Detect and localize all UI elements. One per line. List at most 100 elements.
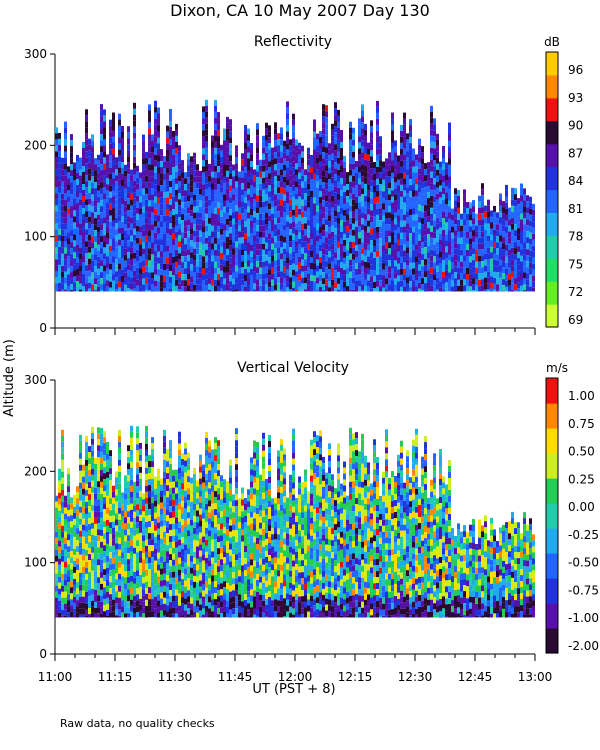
data-cell bbox=[142, 565, 145, 572]
data-cell bbox=[250, 221, 253, 227]
data-cell bbox=[127, 517, 130, 524]
data-cell bbox=[163, 513, 166, 520]
data-cell bbox=[313, 281, 316, 288]
data-cell bbox=[61, 217, 64, 224]
data-cell bbox=[289, 169, 292, 176]
data-cell bbox=[175, 261, 178, 268]
data-cell bbox=[67, 564, 70, 571]
data-cell bbox=[85, 477, 88, 484]
data-cell bbox=[79, 464, 82, 471]
data-cell bbox=[196, 278, 199, 285]
data-cell bbox=[154, 506, 157, 513]
data-cell bbox=[226, 146, 229, 153]
data-cell bbox=[97, 250, 100, 257]
data-cell bbox=[436, 265, 439, 272]
data-cell bbox=[97, 481, 100, 488]
data-cell bbox=[136, 570, 139, 577]
data-cell bbox=[259, 207, 262, 214]
data-cell bbox=[199, 212, 202, 219]
data-cell bbox=[163, 270, 166, 276]
data-cell bbox=[301, 289, 304, 292]
data-cell bbox=[337, 199, 340, 206]
data-cell bbox=[112, 551, 115, 558]
data-cell bbox=[229, 137, 232, 144]
data-cell bbox=[271, 201, 274, 208]
data-cell bbox=[442, 266, 445, 272]
data-cell bbox=[190, 216, 193, 223]
data-cell bbox=[139, 244, 142, 251]
data-cell bbox=[154, 184, 157, 191]
data-cell bbox=[256, 249, 259, 256]
data-cell bbox=[382, 203, 385, 210]
data-cell bbox=[490, 234, 493, 241]
data-cell bbox=[454, 194, 457, 201]
data-cell bbox=[85, 603, 88, 610]
data-cell bbox=[88, 464, 91, 471]
data-cell bbox=[76, 251, 79, 257]
data-cell bbox=[325, 183, 328, 190]
data-cell bbox=[391, 214, 394, 221]
data-cell bbox=[172, 161, 175, 167]
data-cell bbox=[244, 197, 247, 203]
data-cell bbox=[151, 164, 154, 171]
data-cell bbox=[70, 230, 73, 237]
data-cell bbox=[304, 265, 307, 272]
data-cell bbox=[97, 172, 100, 179]
data-cell bbox=[112, 485, 115, 492]
data-cell bbox=[118, 155, 121, 162]
data-cell bbox=[367, 196, 370, 203]
data-cell bbox=[127, 463, 130, 470]
data-cell bbox=[262, 249, 265, 256]
data-cell bbox=[181, 286, 184, 292]
data-cell bbox=[193, 284, 196, 291]
data-cell bbox=[508, 279, 511, 286]
data-cell bbox=[67, 178, 70, 185]
data-cell bbox=[448, 182, 451, 189]
data-cell bbox=[64, 145, 67, 152]
data-cell bbox=[64, 579, 67, 586]
data-cell bbox=[271, 171, 274, 178]
data-cell bbox=[76, 215, 79, 221]
data-cell bbox=[382, 209, 385, 216]
data-cell bbox=[85, 211, 88, 218]
data-cell bbox=[253, 277, 256, 284]
data-cell bbox=[334, 198, 337, 205]
data-cell bbox=[463, 261, 466, 268]
data-cell bbox=[262, 255, 265, 262]
data-cell bbox=[118, 203, 121, 210]
data-cell bbox=[76, 191, 79, 197]
data-cell bbox=[217, 214, 220, 221]
data-cell bbox=[364, 279, 367, 286]
data-cell bbox=[145, 455, 148, 462]
data-cell bbox=[217, 172, 220, 179]
data-cell bbox=[346, 244, 349, 251]
data-cell bbox=[451, 256, 454, 263]
data-cell bbox=[85, 519, 88, 526]
data-cell bbox=[61, 615, 64, 618]
data-cell bbox=[346, 280, 349, 287]
data-cell bbox=[421, 206, 424, 213]
data-cell bbox=[238, 213, 241, 220]
data-cell bbox=[82, 172, 85, 178]
data-cell bbox=[349, 139, 352, 146]
data-cell bbox=[481, 273, 484, 280]
data-cell bbox=[403, 136, 406, 143]
data-cell bbox=[454, 272, 457, 279]
data-cell bbox=[109, 480, 112, 487]
data-cell bbox=[451, 286, 454, 292]
data-cell bbox=[289, 229, 292, 236]
data-cell bbox=[187, 267, 190, 274]
data-cell bbox=[289, 163, 292, 170]
data-cell bbox=[160, 257, 163, 264]
data-cell bbox=[487, 241, 490, 248]
data-cell bbox=[400, 250, 403, 257]
data-cell bbox=[64, 211, 67, 218]
data-cell bbox=[208, 205, 211, 212]
data-cell bbox=[268, 149, 271, 156]
data-cell bbox=[334, 246, 337, 253]
data-cell bbox=[148, 539, 151, 546]
data-cell bbox=[262, 171, 265, 178]
data-cell bbox=[487, 265, 490, 272]
data-cell bbox=[385, 218, 388, 225]
data-cell bbox=[112, 491, 115, 498]
